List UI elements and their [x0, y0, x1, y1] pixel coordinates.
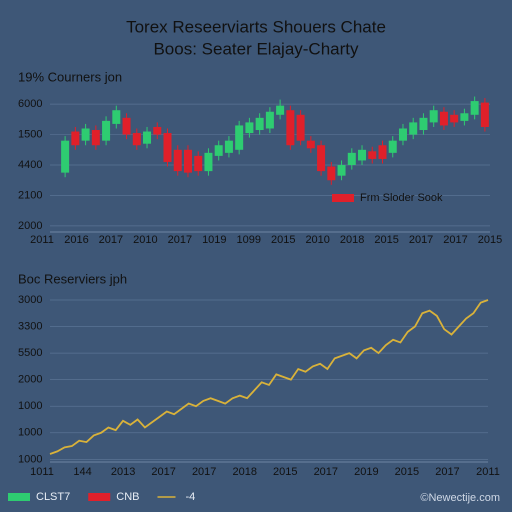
x-tick-label: 2010 [133, 234, 157, 246]
chart-title: Boc Reserviers jph [18, 271, 127, 286]
x-tick-label: 1019 [202, 234, 226, 246]
candle-body [265, 111, 274, 129]
y-tick-label: 1500 [18, 128, 42, 140]
y-tick-label: 2100 [18, 189, 42, 201]
legend-swatch [332, 194, 354, 202]
candle-body [71, 131, 80, 146]
legend-swatch [88, 493, 111, 501]
candle-body [102, 120, 111, 141]
y-tick-label: 3000 [18, 294, 42, 306]
candle-body [204, 152, 213, 172]
candle-body [214, 145, 223, 156]
candle-body [194, 155, 203, 172]
candle-body [224, 140, 233, 153]
y-tick-label: 5500 [18, 347, 42, 359]
candle-body [245, 122, 254, 134]
x-tick-label: 2015 [478, 234, 502, 246]
x-tick-label: 2017 [443, 234, 467, 246]
candle-body [419, 117, 428, 131]
candle-body [112, 110, 121, 124]
y-tick-label: 1000 [18, 453, 42, 465]
x-tick-label: 2015 [395, 466, 419, 478]
candle-body [368, 151, 377, 159]
candle-body [183, 149, 192, 173]
x-tick-label: 2018 [232, 466, 256, 478]
candle-body [378, 145, 387, 159]
candle-body [163, 133, 172, 162]
x-tick-label: 2018 [340, 234, 364, 246]
candle-body [235, 125, 244, 150]
legend-label: CNB [116, 491, 139, 503]
candle-body [306, 140, 315, 149]
candle-body [276, 105, 285, 115]
footer: ©Newectije.com [420, 492, 500, 504]
candle-body [409, 122, 418, 135]
candle-body [173, 149, 182, 172]
chart-title: 19% Courners jon [18, 69, 122, 84]
x-tick-label: 1011 [30, 466, 54, 478]
x-tick-label: 2011 [476, 466, 500, 478]
x-tick-label: 2015 [374, 234, 398, 246]
legend-label: CLST7 [36, 491, 70, 503]
y-tick-label: 3300 [18, 320, 42, 332]
x-tick-label: 2017 [192, 466, 216, 478]
candle-body [460, 113, 469, 121]
y-tick-label: 2000 [18, 374, 42, 386]
candle-body [450, 114, 459, 123]
y-tick-label: 4400 [18, 159, 42, 171]
candle-body [122, 117, 131, 135]
x-tick-label: 2015 [271, 234, 295, 246]
candle-body [347, 152, 356, 166]
x-tick-label: 2010 [305, 234, 329, 246]
x-tick-label: 2017 [314, 466, 338, 478]
candle-body [429, 110, 438, 123]
legend-label: -4 [185, 491, 195, 503]
y-tick-label: 6000 [18, 98, 42, 110]
x-tick-label: 2017 [409, 234, 433, 246]
title-line: Boos: Seater Elajay-Charty [153, 39, 359, 58]
candle-body [153, 126, 162, 135]
x-tick-label: 2016 [64, 234, 88, 246]
candle-body [81, 128, 90, 141]
candle-body [470, 101, 479, 115]
candle-body [91, 130, 100, 146]
x-tick-label: 2017 [168, 234, 192, 246]
candle-body [296, 114, 305, 141]
x-tick-label: 2013 [111, 466, 135, 478]
y-tick-label: 1000 [18, 400, 42, 412]
candle-body [61, 140, 70, 173]
candle-body [132, 133, 141, 146]
legend-label: Frm Sloder Sook [360, 192, 443, 204]
x-tick-label: 1099 [237, 234, 261, 246]
candle-body [439, 111, 448, 126]
y-tick-label: 2000 [18, 220, 42, 232]
x-tick-label: 144 [73, 466, 91, 478]
title-line: Torex Reseerviarts Shouers Chate [126, 17, 386, 36]
x-tick-label: 2017 [151, 466, 175, 478]
x-tick-label: 2017 [435, 466, 459, 478]
y-tick-label: 1000 [18, 427, 42, 439]
candle-body [286, 110, 295, 146]
line [49, 299, 489, 455]
candle-body [358, 149, 367, 161]
candle-body [327, 166, 336, 181]
x-tick-label: 2019 [354, 466, 378, 478]
candle-body [337, 165, 346, 176]
x-tick-label: 2017 [99, 234, 123, 246]
candle-body [317, 145, 326, 172]
candle-body [388, 140, 397, 153]
x-tick-label: 2011 [30, 234, 54, 246]
candle-body [480, 102, 489, 127]
candle-body [398, 128, 407, 141]
legend-swatch [8, 493, 30, 501]
candle-body [255, 117, 264, 131]
x-tick-label: 2015 [273, 466, 297, 478]
candle-body [143, 131, 152, 144]
